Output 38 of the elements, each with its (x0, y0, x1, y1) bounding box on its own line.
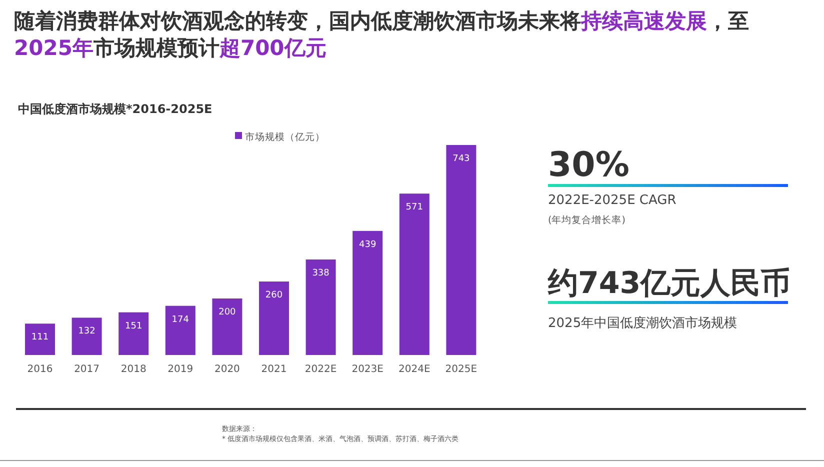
data-label: 571 (406, 202, 423, 213)
chart-title: 随着消费群体对饮酒观念的转变，国内低度潮饮酒市场未来将持续高速发展，至 2025年市场规模预计超700亿元 (14, 9, 749, 60)
bar (306, 259, 336, 355)
x-tick-label: 2020 (214, 364, 240, 375)
data-label: 743 (452, 154, 470, 164)
bar (446, 145, 476, 355)
data-label: 439 (359, 240, 376, 250)
bar (118, 312, 149, 355)
data-label: 111 (31, 332, 49, 343)
data-label: 151 (125, 321, 142, 332)
bar (399, 194, 430, 355)
bar (165, 306, 196, 355)
bar (259, 282, 289, 355)
x-tick-label: 2022E (304, 364, 337, 375)
text: (年均复合增长率) (548, 214, 626, 226)
data-label: 260 (265, 290, 283, 301)
x-tick-label: 2023E (352, 364, 384, 375)
bar (352, 230, 383, 355)
x-tick-label: 2016 (27, 364, 53, 375)
data-label: 338 (312, 268, 330, 278)
x-tick-label: 2019 (168, 364, 194, 375)
x-tick-label: 2018 (120, 364, 146, 375)
x-tick-label: 2017 (74, 364, 100, 375)
bar (72, 318, 102, 355)
x-tick-label: 2021 (261, 364, 287, 375)
data-label: 132 (78, 326, 96, 337)
x-tick-label: 2024E (398, 364, 430, 375)
text: 2025年中国低度潮饮酒市场规模 (548, 315, 738, 331)
data-label: 200 (218, 307, 236, 318)
text: 30% (548, 145, 630, 185)
bar (25, 324, 55, 355)
legend-label: 市场规模（亿元） (245, 131, 325, 143)
text: 2022E-2025E CAGR (548, 193, 676, 208)
x-tick-label: 2025E (445, 364, 478, 375)
chart-subtitle: 中国低度酒市场规模*2016-2025E (18, 102, 212, 116)
data-label: 174 (172, 314, 190, 325)
bar (212, 298, 242, 355)
text: 约743亿元人民币 (547, 266, 791, 301)
